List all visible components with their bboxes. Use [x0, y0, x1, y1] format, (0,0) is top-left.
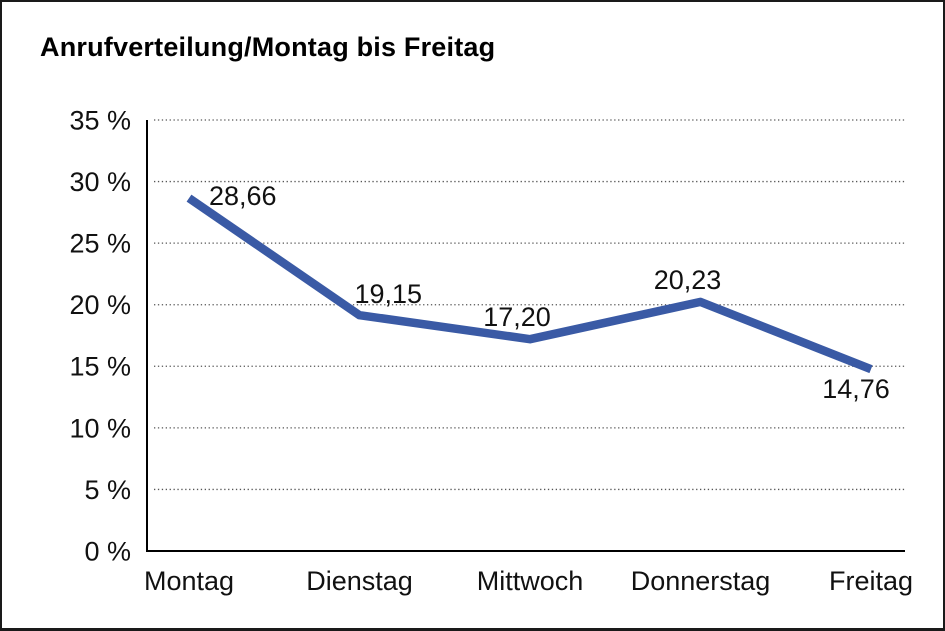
- data-line-series: [186, 194, 873, 374]
- chart-title: Anrufverteilung/Montag bis Freitag: [40, 32, 496, 62]
- x-axis-category-label: Dienstag: [306, 566, 413, 596]
- y-axis-tick-label: 0 %: [84, 536, 131, 566]
- x-axis-category-label: Montag: [144, 566, 234, 596]
- x-axis-category-label: Freitag: [829, 566, 913, 596]
- y-axis-tick-label: 10 %: [69, 413, 131, 443]
- x-axis-category-label: Donnerstag: [631, 566, 771, 596]
- y-axis-tick-label: 25 %: [69, 229, 131, 259]
- data-point-label: 17,20: [483, 302, 551, 332]
- data-point-label: 19,15: [355, 279, 423, 309]
- y-axis-tick-label: 30 %: [69, 167, 131, 197]
- y-axis-tick-label: 15 %: [69, 352, 131, 382]
- y-axis-tick-label: 35 %: [69, 105, 131, 135]
- data-point-label: 20,23: [654, 265, 722, 295]
- y-axis-tick-label: 20 %: [69, 290, 131, 320]
- data-point-label: 28,66: [209, 181, 277, 211]
- x-axis-category-label: Mittwoch: [477, 566, 584, 596]
- data-point-label: 14,76: [822, 374, 890, 404]
- y-axis-tick-label: 5 %: [84, 475, 131, 505]
